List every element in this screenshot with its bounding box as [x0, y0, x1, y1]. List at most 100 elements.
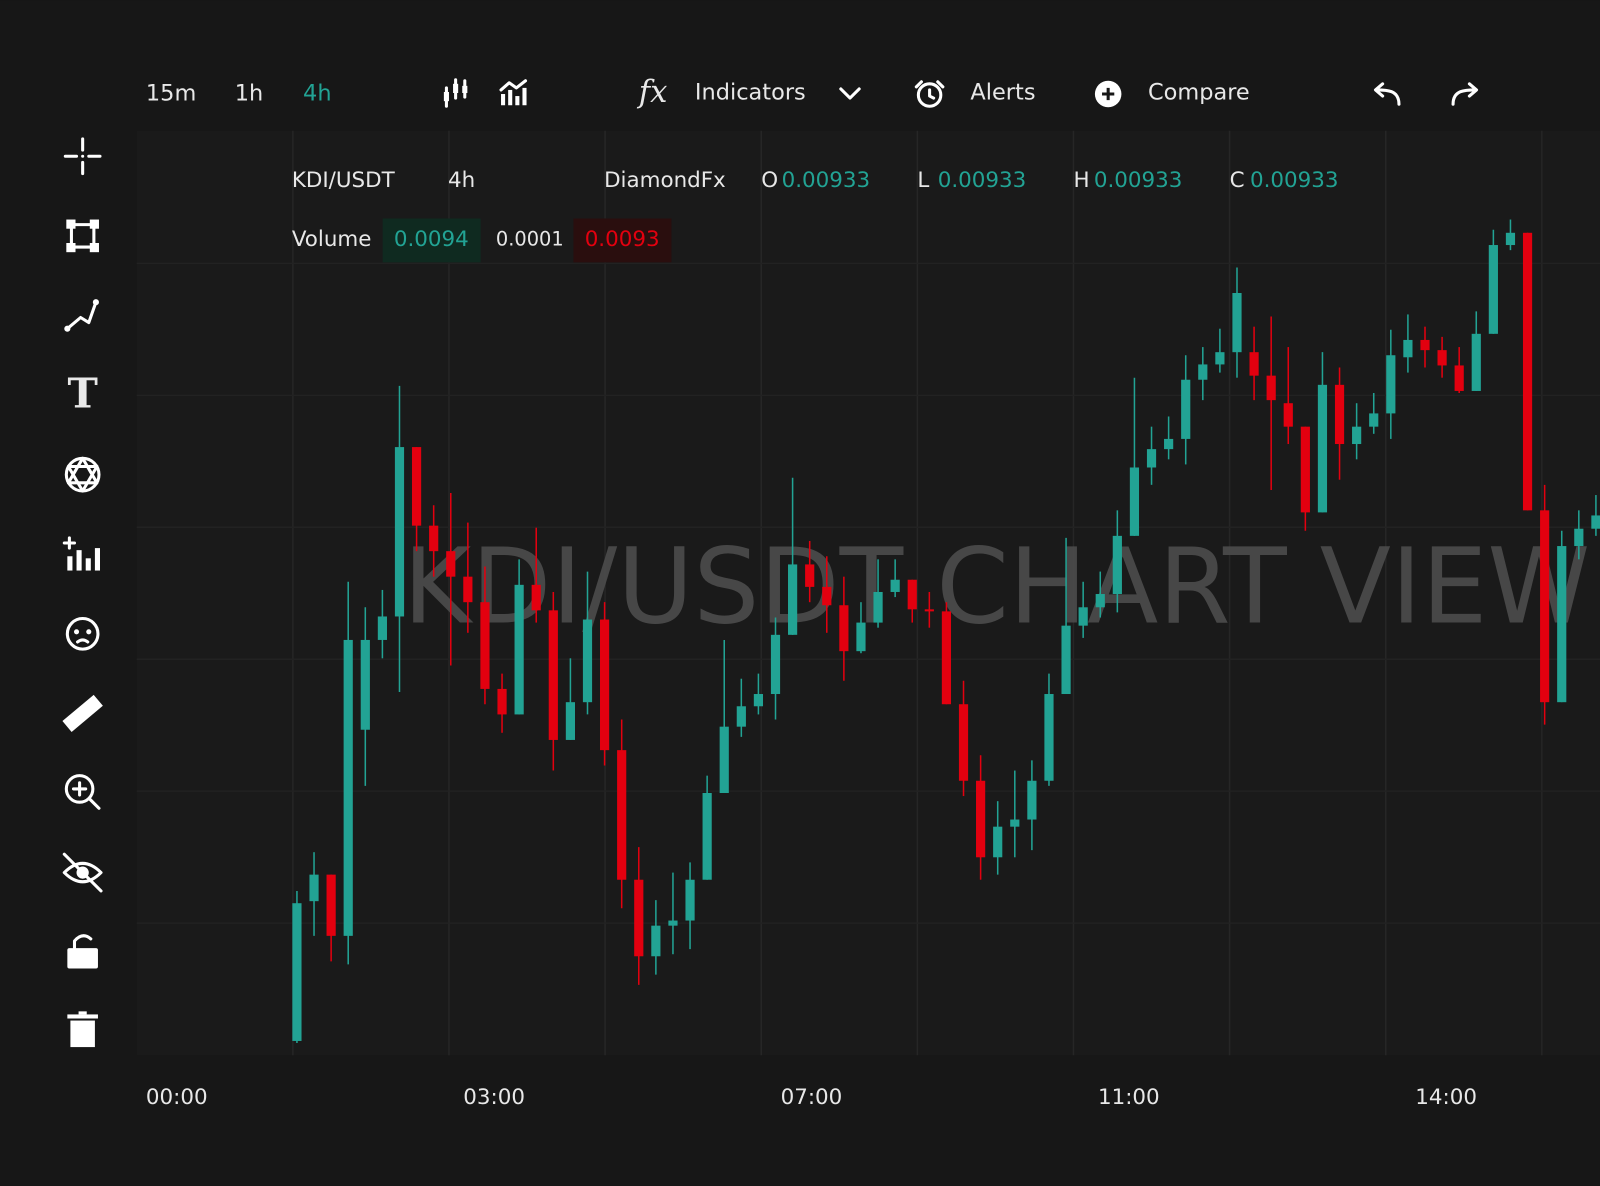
- lock-tool[interactable]: [67, 934, 98, 969]
- candle-body: [565, 702, 575, 740]
- candle-body: [531, 584, 541, 611]
- candle-body: [788, 564, 798, 635]
- volume-box: [382, 218, 481, 263]
- candle-body: [1027, 780, 1037, 820]
- watermark: KDI/USDT CHART VIEW: [403, 525, 1590, 647]
- ohlc-label: O: [761, 168, 778, 193]
- interval-button-active[interactable]: 4h: [303, 81, 332, 107]
- candle-body: [856, 622, 866, 652]
- trend-tool[interactable]: [64, 299, 99, 332]
- fx-icon[interactable]: 𝑓x: [637, 75, 668, 110]
- candle-body: [582, 619, 593, 703]
- ruler-tool[interactable]: [62, 694, 103, 732]
- candle-body: [1078, 607, 1088, 626]
- undo-icon[interactable]: [1373, 82, 1401, 106]
- ohlc-value: 0.00933: [782, 168, 871, 193]
- candle-body: [1112, 535, 1122, 595]
- candle-body: [822, 586, 832, 606]
- candle-body: [514, 584, 524, 715]
- volume-label: Volume: [292, 227, 372, 252]
- candle-body: [1146, 449, 1157, 468]
- candle-body: [702, 793, 712, 880]
- pattern-tool[interactable]: [64, 456, 101, 493]
- candle-body: [343, 639, 353, 936]
- emoji-tool[interactable]: [65, 616, 100, 651]
- dropdown-icon[interactable]: [839, 87, 861, 100]
- candle-body: [634, 879, 644, 957]
- text-tool[interactable]: T: [67, 370, 97, 418]
- indicators-button[interactable]: Indicators: [695, 80, 806, 106]
- ohlc-label: L: [917, 168, 929, 193]
- candle-body: [326, 874, 336, 936]
- hide-tool[interactable]: [62, 852, 103, 893]
- volume-value: 0.0001: [496, 227, 564, 250]
- x-tick-label: 07:00: [781, 1085, 843, 1110]
- candle-body: [873, 591, 883, 623]
- candle-body: [1471, 333, 1481, 391]
- interval-button[interactable]: 15m: [146, 81, 196, 107]
- chart-type-icon[interactable]: [499, 79, 528, 106]
- candle-body: [1300, 426, 1310, 513]
- redo-icon[interactable]: [1451, 82, 1479, 106]
- candle-body: [1540, 510, 1550, 703]
- candle-body: [1198, 364, 1208, 380]
- alerts-button[interactable]: Alerts: [970, 80, 1035, 106]
- candle-body: [839, 605, 849, 652]
- candle-body: [941, 611, 952, 705]
- ohlc: O 0.00933 L 0.00933 H 0.00933 C 0.00933: [761, 168, 1338, 193]
- ohlc-label: C: [1230, 168, 1245, 193]
- candle-body: [429, 525, 439, 552]
- candle-body: [360, 639, 370, 730]
- candle-body: [993, 826, 1003, 858]
- candle-body: [1488, 245, 1498, 334]
- candle-body: [1352, 426, 1362, 445]
- candle-body: [463, 576, 473, 603]
- ohlc-value: 0.00933: [1094, 168, 1183, 193]
- interval-button[interactable]: 1h: [235, 81, 264, 107]
- candle-body: [1181, 379, 1191, 439]
- interval: 4h: [448, 168, 475, 193]
- candle-body: [411, 447, 422, 526]
- alarm-icon[interactable]: [914, 80, 945, 108]
- candle-body: [1557, 546, 1567, 703]
- candle-body: [1266, 375, 1276, 401]
- candle-body: [1334, 384, 1345, 445]
- candle-body: [1574, 528, 1584, 547]
- ohlc-label: H: [1073, 168, 1089, 193]
- candle-body: [1522, 232, 1533, 511]
- candle-body: [1591, 515, 1600, 529]
- zoom-tool[interactable]: [64, 774, 101, 810]
- candle-body: [497, 688, 507, 715]
- candle-body: [1454, 365, 1464, 391]
- candle-body: [770, 634, 781, 695]
- candle-body: [668, 920, 678, 926]
- compare-button[interactable]: Compare: [1148, 80, 1250, 106]
- plot-area: [136, 130, 1600, 1056]
- indicator-tool[interactable]: [62, 536, 100, 571]
- ohlc-value: 0.00933: [1250, 168, 1339, 193]
- candle-body: [890, 579, 900, 592]
- volume-value: 0.0093: [585, 227, 660, 252]
- candle-body: [753, 694, 764, 707]
- delete-tool[interactable]: [67, 1011, 98, 1048]
- x-tick-label: 11:00: [1098, 1085, 1160, 1110]
- x-tick-label: 03:00: [463, 1085, 525, 1110]
- candle-body: [1044, 694, 1054, 781]
- candle-body: [907, 579, 917, 610]
- candle-body: [1505, 232, 1516, 246]
- candle-body: [1403, 339, 1413, 358]
- candle-body: [1283, 403, 1293, 427]
- candle-body: [617, 750, 627, 880]
- crosshair-tool[interactable]: [63, 137, 102, 176]
- candle-body: [976, 780, 986, 858]
- shape-tool[interactable]: [66, 219, 99, 253]
- candle-body: [1317, 384, 1328, 513]
- candle-body: [1232, 293, 1242, 353]
- candle-body: [1386, 355, 1396, 414]
- compare-icon[interactable]: [1094, 80, 1122, 108]
- candle-body: [736, 706, 746, 727]
- candle-type-icon[interactable]: [443, 78, 468, 108]
- ohlc-value: 0.00933: [938, 168, 1027, 193]
- candle-body: [600, 619, 610, 751]
